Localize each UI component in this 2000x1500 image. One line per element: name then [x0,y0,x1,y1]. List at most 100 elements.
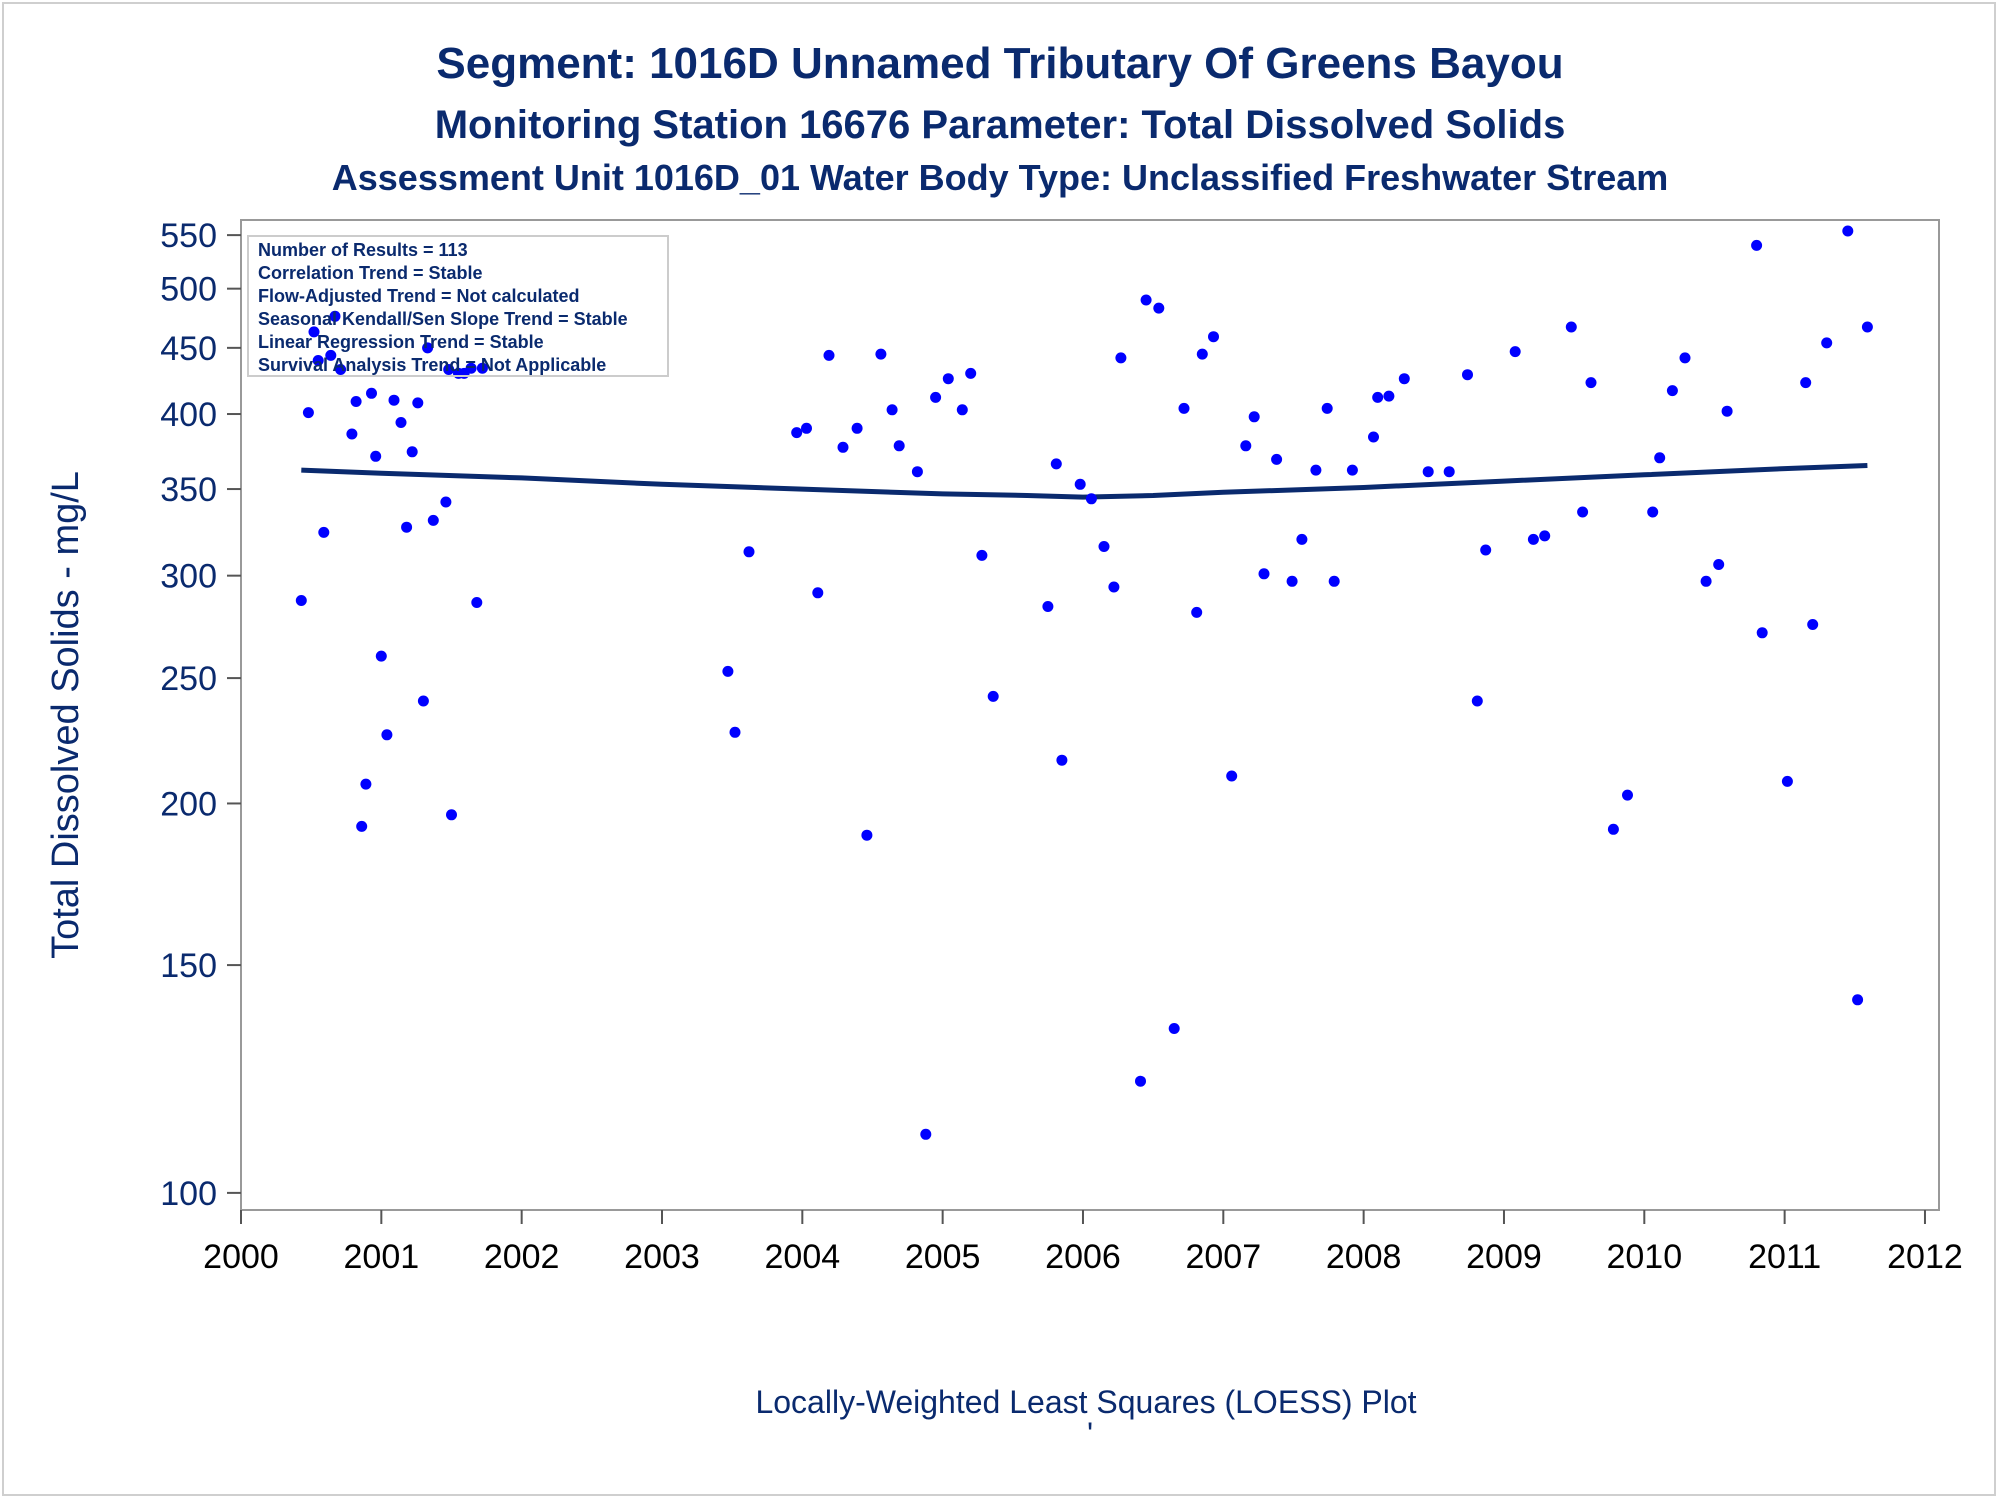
footer-mark: ' [1087,1416,1093,1452]
statistics-line: Linear Regression Trend = Stable [258,332,544,352]
y-axis-label: Total Dissolved Solids - mg/L [45,471,87,959]
data-point [1471,695,1483,707]
data-point [406,446,418,458]
data-point [1372,391,1384,403]
x-tick-label: 2008 [1326,1238,1402,1276]
data-point [911,466,923,478]
loess-trend-line [301,463,1868,500]
data-point [356,820,368,832]
x-tick-label: 2009 [1466,1238,1542,1276]
data-point [1098,541,1110,552]
data-point [886,404,898,416]
data-point [1666,385,1678,397]
statistics-line: Survival Analysis Trend = Not Applicable [258,355,606,375]
data-point [1751,239,1763,251]
data-point [875,348,887,360]
statistics-line: Flow-Adjusted Trend = Not calculated [258,286,580,306]
statistics-line: Seasonal Kendall/Sen Slope Trend = Stabl… [258,309,628,329]
y-tick-label: 300 [160,558,217,596]
x-tick-label: 2006 [1045,1238,1121,1276]
x-tick-label: 2011 [1748,1238,1821,1276]
data-point [1852,994,1864,1006]
data-point [1713,559,1725,570]
data-point [1422,466,1434,478]
data-point [1539,530,1551,542]
data-point [360,778,372,790]
statistics-line: Number of Results = 113 [258,240,468,260]
data-point [412,397,424,409]
x-tick-label: 2001 [344,1238,420,1276]
data-point [861,829,873,841]
data-point [446,809,457,821]
data-point [427,514,439,526]
footer-label: Locally-Weighted Least Squares (LOESS) P… [755,1384,1416,1420]
x-tick-label: 2007 [1185,1238,1261,1276]
chart-title: Segment: 1016D Unnamed Tributary Of Gree… [436,39,1563,88]
data-point [976,549,988,561]
data-point [965,367,977,379]
x-axis: 2000 2001 2002 2003 2004 2005 2006 2007 2008 2009… [203,1210,1963,1276]
data-point [1140,294,1152,306]
data-point [465,362,477,374]
data-point [851,422,863,434]
data-point [308,326,320,338]
data-point [1383,390,1395,402]
data-point [422,342,434,354]
data-point [920,1128,932,1140]
data-point [1577,506,1589,518]
data-point [1443,466,1455,478]
data-point [312,355,324,366]
data-point [381,729,393,741]
data-point [1153,302,1165,314]
data-point [1135,1075,1146,1087]
data-point [1208,331,1219,343]
data-point [823,349,835,361]
x-tick-label: 2002 [484,1238,560,1276]
data-point [335,364,347,375]
y-tick-label: 200 [160,785,217,823]
y-tick-label: 350 [160,471,217,509]
data-point [1050,458,1062,470]
data-point [1607,823,1619,835]
statistics-box-border [247,235,669,377]
data-point [1328,575,1340,587]
data-point [942,373,954,385]
data-point [440,496,452,508]
data-point [1240,440,1252,452]
data-point [350,396,362,407]
data-point [1085,493,1097,505]
y-tick-label: 450 [160,330,217,368]
data-point [1226,770,1238,782]
data-point [743,546,755,558]
y-tick-label: 100 [160,1175,217,1213]
data-point [1248,411,1260,423]
data-point [318,526,330,538]
data-point [1861,321,1873,333]
data-point [1807,619,1819,630]
x-tick-label: 2005 [905,1238,981,1276]
data-point [1821,337,1833,349]
data-point [729,726,741,738]
data-point [1480,544,1492,556]
data-point [930,391,942,403]
x-tick-label: 2000 [203,1238,279,1276]
y-tick-label: 400 [160,396,217,434]
loess-line [301,463,1868,500]
data-point [1271,453,1283,465]
data-point [722,665,734,677]
x-tick-label: 2003 [624,1238,700,1276]
data-point [1258,568,1270,580]
x-tick-label: 2010 [1606,1238,1682,1276]
data-point [443,364,455,375]
data-point [1056,754,1068,766]
data-point [1398,373,1410,385]
data-point [329,310,341,322]
data-point [1585,377,1597,389]
data-point [1462,369,1473,381]
data-point [1310,464,1322,476]
data-point [1622,789,1633,801]
y-tick-label: 550 [160,217,217,255]
data-point [1781,775,1793,787]
plot-area [240,219,1940,1211]
